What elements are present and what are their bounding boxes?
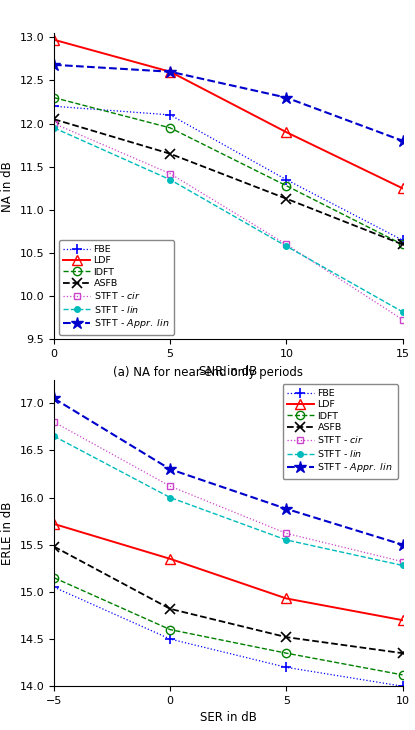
Y-axis label: NA in dB: NA in dB [1, 161, 14, 212]
Y-axis label: ERLE in dB: ERLE in dB [1, 502, 14, 564]
Legend: FBE, LDF, IDFT, ASFB, STFT - $\it{cir}$, STFT - $\it{lin}$, STFT - $\it{Appr.\ l: FBE, LDF, IDFT, ASFB, STFT - $\it{cir}$,… [59, 240, 174, 335]
X-axis label: SER in dB: SER in dB [200, 712, 257, 724]
Legend: FBE, LDF, IDFT, ASFB, STFT - $\it{cir}$, STFT - $\it{lin}$, STFT - $\it{Appr.\ l: FBE, LDF, IDFT, ASFB, STFT - $\it{cir}$,… [283, 384, 398, 479]
X-axis label: SNR in dB: SNR in dB [199, 365, 257, 377]
Text: (a) NA for near-end only periods: (a) NA for near-end only periods [112, 366, 303, 380]
